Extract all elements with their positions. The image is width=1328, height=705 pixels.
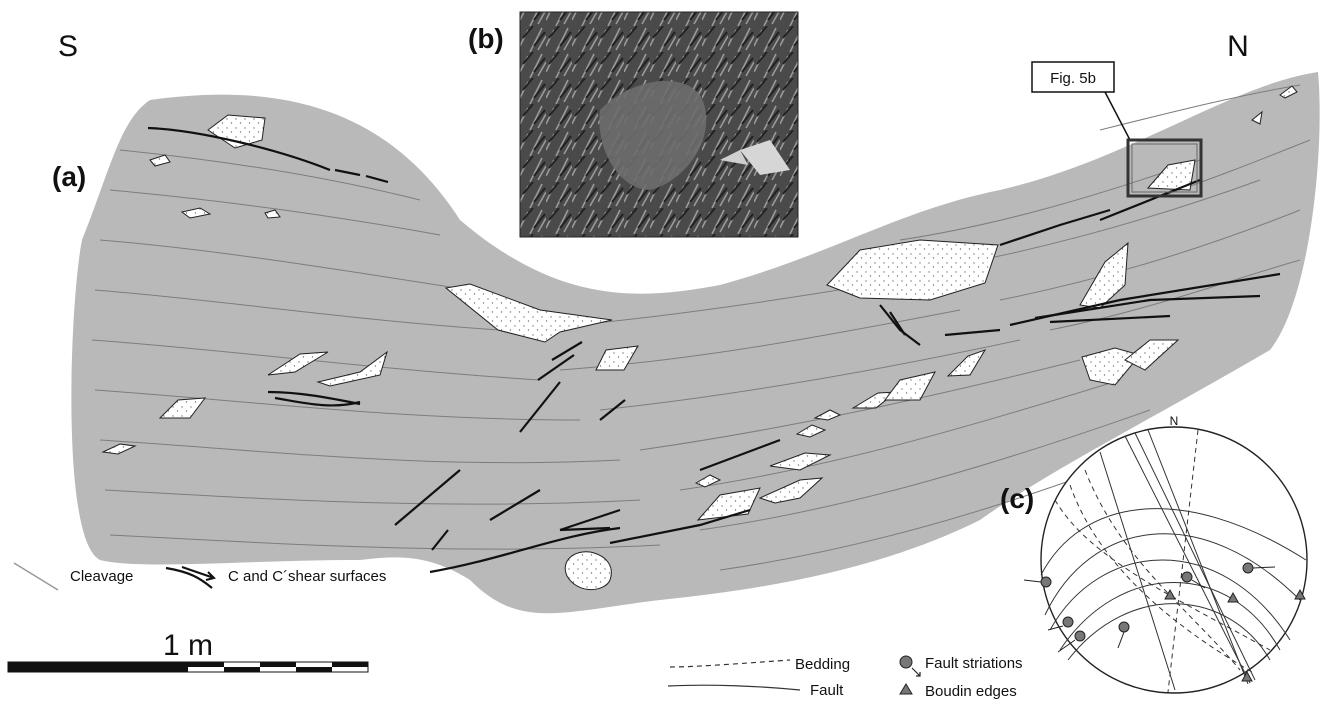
- fault-striations: [1023, 562, 1276, 653]
- lens: [769, 452, 832, 471]
- stereonet: N: [1023, 414, 1308, 694]
- lens: [267, 351, 329, 376]
- lens: [158, 397, 207, 419]
- fig-callout: Fig. 5b: [1031, 61, 1203, 198]
- scale-bar: 1 m: [7, 629, 369, 673]
- fig-callout-label: Fig. 5b: [1050, 70, 1096, 87]
- boudin-edges: [1164, 588, 1306, 682]
- lens: [444, 283, 613, 343]
- lens: [316, 350, 388, 387]
- cleavage-lines: [91, 84, 1311, 571]
- lens: [595, 345, 639, 371]
- cleavage-symbol: [13, 562, 59, 591]
- lens: [795, 424, 827, 438]
- striation-symbol: [899, 655, 913, 669]
- lens: [1124, 339, 1180, 371]
- lens: [946, 349, 987, 377]
- lens: [1279, 85, 1298, 99]
- scale-bar-label: 1 m: [163, 629, 213, 662]
- fault-symbol: [667, 684, 801, 691]
- south-label: S: [58, 30, 78, 63]
- lens: [694, 474, 722, 488]
- lens: [884, 371, 936, 401]
- legend-cleavage: Cleavage: [70, 568, 133, 585]
- boudin-symbol: [899, 683, 913, 695]
- lens: [149, 154, 171, 167]
- lens: [1081, 347, 1141, 386]
- legend-shear: C and C´shear surfaces: [228, 568, 386, 585]
- shear-surfaces: [147, 126, 1281, 574]
- shear-symbol: [165, 566, 213, 589]
- lens: [180, 207, 212, 219]
- photo-b: [519, 11, 799, 238]
- north-label: N: [1227, 30, 1249, 63]
- panel-b-label: (b): [468, 23, 504, 54]
- legend-bottom: Bedding Fault Fault striations Boudin ed…: [667, 655, 1023, 700]
- bedding-symbol: [669, 659, 791, 668]
- panel-c-label: (c): [1000, 483, 1034, 514]
- lens: [101, 443, 137, 455]
- lens: [564, 551, 612, 591]
- lens: [207, 114, 266, 149]
- lens: [758, 477, 824, 504]
- panel-a-label: (a): [52, 161, 86, 192]
- bedding-great-circles: [1054, 429, 1271, 693]
- legend-fault-striations: Fault striations: [925, 655, 1023, 672]
- legend-bedding: Bedding: [795, 656, 850, 673]
- outcrop-body: [71, 72, 1320, 614]
- legend-boudin-edges: Boudin edges: [925, 683, 1017, 700]
- lens: [264, 209, 281, 219]
- stereonet-circle: [1040, 426, 1308, 694]
- fault-great-circles: [1040, 429, 1307, 691]
- legend-left: Cleavage C and C´shear surfaces: [13, 562, 386, 591]
- lens: [826, 239, 999, 301]
- lens: [1251, 110, 1263, 125]
- legend-fault: Fault: [810, 682, 844, 699]
- lens: [813, 409, 842, 421]
- stereonet-north-label: N: [1170, 414, 1179, 428]
- outcrop-map: [71, 72, 1320, 614]
